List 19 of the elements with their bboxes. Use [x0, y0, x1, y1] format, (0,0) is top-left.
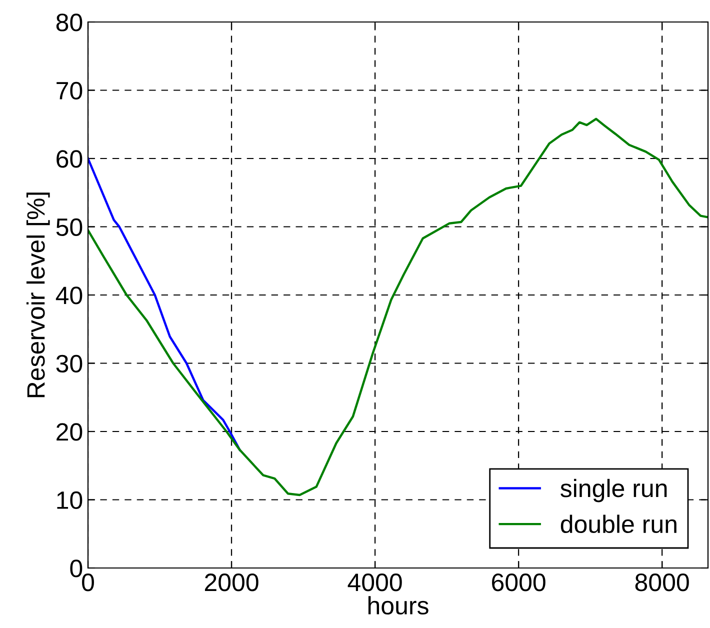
y-tick-label: 40 [56, 286, 82, 304]
legend-label: single run [560, 478, 667, 502]
x-tick-label: 0 [82, 574, 94, 592]
y-axis-title: Reservoir level [%] [26, 192, 50, 398]
x-tick-label: 4000 [348, 574, 402, 592]
x-tick-label: 8000 [635, 574, 689, 592]
y-tick-label: 80 [56, 14, 82, 32]
x-axis-title: hours [368, 596, 428, 615]
legend-label: double run [560, 514, 676, 534]
line-series [88, 157, 241, 452]
y-tick-label: 0 [70, 560, 82, 578]
y-tick-label: 30 [56, 354, 82, 373]
y-tick-label: 50 [56, 218, 82, 236]
y-tick-label: 70 [56, 82, 82, 100]
x-tick-label: 2000 [204, 574, 258, 592]
y-tick-label: 20 [56, 423, 82, 441]
x-tick-label: 6000 [492, 574, 546, 592]
y-tick-label: 60 [56, 150, 82, 168]
y-tick-label: 10 [57, 491, 82, 510]
